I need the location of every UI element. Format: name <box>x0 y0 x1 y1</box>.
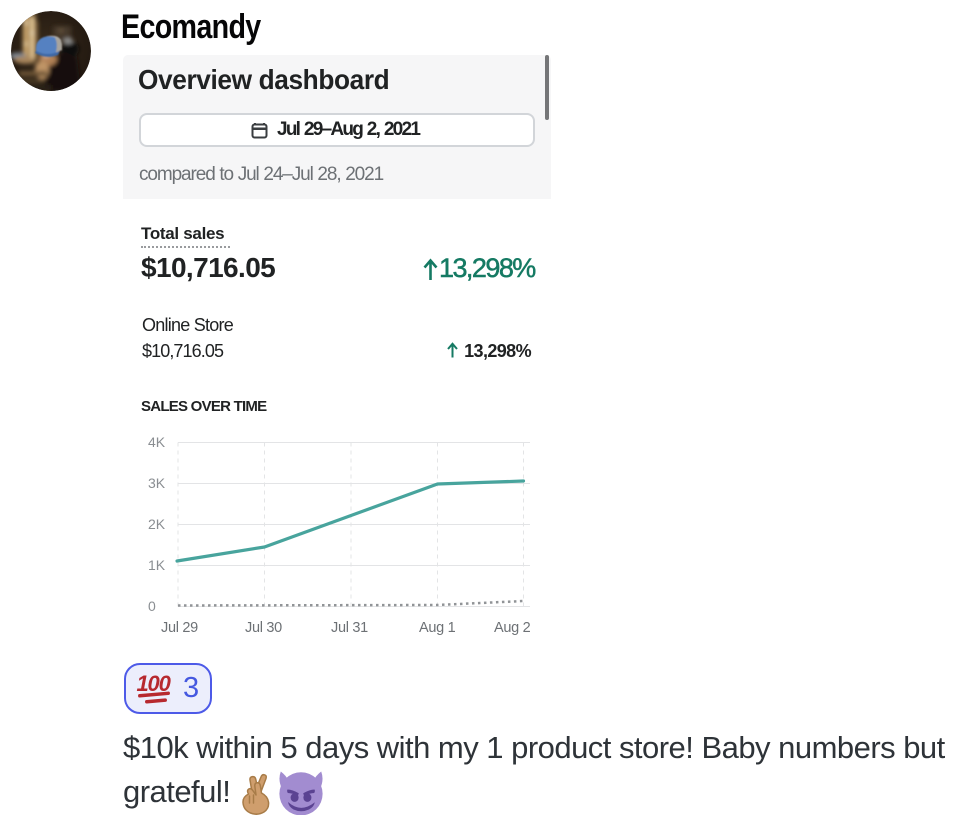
svg-text:Jul 31: Jul 31 <box>331 620 368 636</box>
svg-text:Aug 2: Aug 2 <box>494 620 531 636</box>
svg-text:0: 0 <box>148 598 156 614</box>
svg-text:1K: 1K <box>148 557 166 573</box>
svg-text:2K: 2K <box>148 516 166 532</box>
svg-text:Jul 29: Jul 29 <box>161 620 198 636</box>
svg-text:Aug 1: Aug 1 <box>419 620 456 636</box>
svg-text:4K: 4K <box>148 434 166 450</box>
svg-text:Jul 30: Jul 30 <box>245 620 282 636</box>
svg-text:3K: 3K <box>148 475 166 491</box>
